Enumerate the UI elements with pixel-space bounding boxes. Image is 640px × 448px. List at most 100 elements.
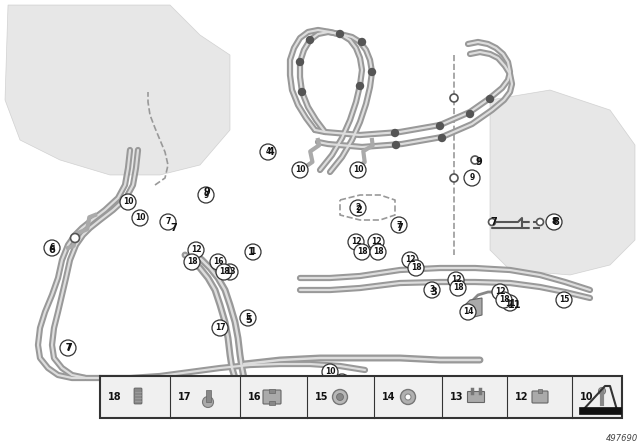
Circle shape	[460, 304, 476, 320]
Text: 12: 12	[191, 246, 201, 254]
Circle shape	[350, 200, 366, 216]
Circle shape	[120, 194, 136, 210]
FancyBboxPatch shape	[532, 391, 548, 403]
Text: 14: 14	[382, 392, 396, 402]
Circle shape	[448, 272, 464, 288]
Circle shape	[424, 282, 440, 298]
Text: 1: 1	[248, 247, 255, 257]
Circle shape	[369, 69, 376, 76]
Circle shape	[292, 162, 308, 178]
Polygon shape	[490, 90, 635, 275]
Circle shape	[488, 219, 495, 225]
Circle shape	[536, 219, 543, 225]
Text: 18: 18	[187, 258, 197, 267]
Text: 12: 12	[451, 276, 461, 284]
Circle shape	[337, 393, 344, 401]
Circle shape	[334, 374, 350, 390]
Text: 9: 9	[204, 187, 211, 197]
FancyBboxPatch shape	[467, 392, 484, 402]
Text: 18: 18	[372, 247, 383, 257]
Circle shape	[354, 244, 370, 260]
Bar	[538, 389, 542, 393]
Text: 11: 11	[505, 298, 515, 307]
Text: 7: 7	[396, 223, 403, 233]
Circle shape	[298, 89, 305, 95]
Text: 6: 6	[49, 244, 54, 253]
Text: 1: 1	[250, 247, 255, 257]
Text: 18: 18	[411, 263, 421, 272]
Bar	[205, 390, 211, 402]
Circle shape	[405, 394, 411, 400]
Circle shape	[245, 244, 261, 260]
Text: 9: 9	[469, 173, 475, 182]
Circle shape	[296, 59, 303, 65]
Circle shape	[210, 254, 226, 270]
Text: 16: 16	[248, 392, 262, 402]
Text: 10: 10	[295, 165, 305, 175]
Bar	[269, 389, 275, 393]
Circle shape	[348, 234, 364, 250]
Circle shape	[436, 122, 444, 129]
Text: 9: 9	[475, 157, 482, 167]
Text: 4: 4	[268, 147, 275, 157]
Circle shape	[370, 244, 386, 260]
Circle shape	[125, 195, 134, 204]
Circle shape	[350, 162, 366, 178]
Circle shape	[450, 174, 458, 182]
Circle shape	[222, 264, 238, 280]
Text: 18: 18	[452, 284, 463, 293]
Circle shape	[464, 170, 480, 186]
Circle shape	[160, 214, 176, 230]
Circle shape	[202, 396, 214, 408]
Text: 8: 8	[551, 217, 557, 227]
Circle shape	[260, 144, 276, 160]
Circle shape	[60, 340, 76, 356]
Circle shape	[307, 36, 314, 43]
Text: 13: 13	[225, 267, 236, 276]
Text: 18: 18	[219, 267, 229, 276]
Text: 10: 10	[353, 165, 364, 175]
Circle shape	[408, 260, 424, 276]
Text: 15: 15	[559, 296, 569, 305]
Text: 8: 8	[552, 217, 559, 227]
Text: 4: 4	[266, 147, 271, 156]
Text: 9: 9	[204, 190, 209, 199]
FancyBboxPatch shape	[263, 390, 281, 404]
Text: 15: 15	[315, 392, 328, 402]
Text: 18: 18	[356, 247, 367, 257]
Text: 2: 2	[355, 205, 362, 215]
Circle shape	[198, 187, 214, 203]
Text: 7: 7	[165, 217, 171, 227]
Bar	[100, 376, 622, 418]
Circle shape	[188, 242, 204, 258]
Text: 16: 16	[212, 258, 223, 267]
Text: 12: 12	[404, 255, 415, 264]
Circle shape	[471, 156, 479, 164]
Text: 13: 13	[450, 392, 463, 402]
Circle shape	[502, 295, 518, 311]
Text: 18: 18	[499, 296, 509, 305]
Text: 2: 2	[355, 203, 360, 212]
Circle shape	[496, 292, 512, 308]
Circle shape	[240, 310, 256, 326]
Circle shape	[402, 252, 418, 268]
Text: 17: 17	[214, 323, 225, 332]
Circle shape	[486, 95, 493, 103]
Text: 10: 10	[135, 214, 145, 223]
Polygon shape	[5, 5, 230, 175]
Text: 5: 5	[245, 315, 252, 325]
Text: 7: 7	[396, 220, 402, 229]
Circle shape	[358, 39, 365, 46]
Circle shape	[333, 389, 348, 405]
Text: 18: 18	[108, 392, 122, 402]
Bar	[269, 401, 275, 405]
Text: 11: 11	[508, 300, 522, 310]
Text: 7: 7	[65, 343, 72, 353]
FancyBboxPatch shape	[134, 388, 142, 404]
Text: 12: 12	[495, 288, 505, 297]
Circle shape	[216, 264, 232, 280]
Circle shape	[392, 142, 399, 148]
Text: 7: 7	[490, 217, 497, 227]
Text: 17: 17	[178, 392, 191, 402]
Text: 497690: 497690	[605, 434, 638, 443]
